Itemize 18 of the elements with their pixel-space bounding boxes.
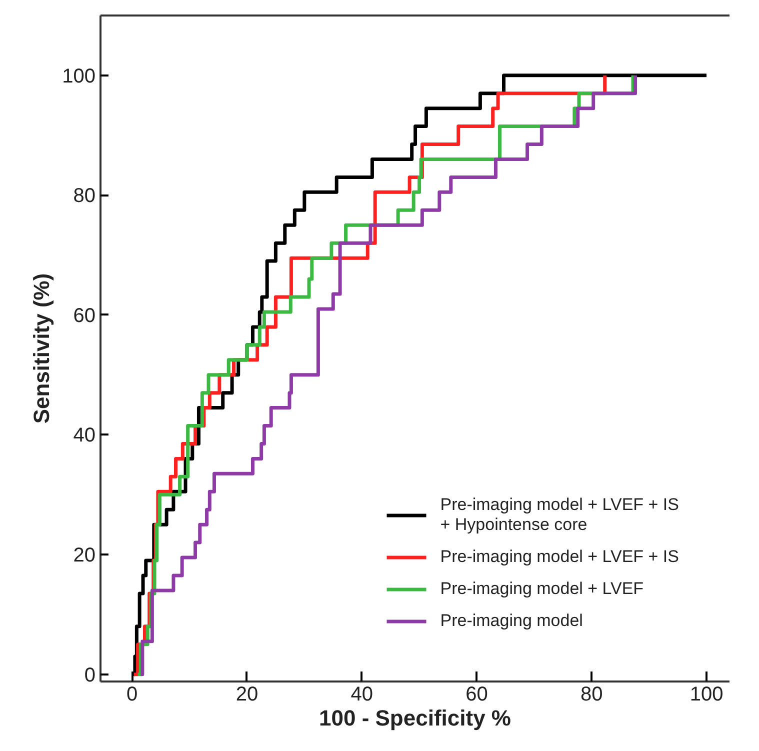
- y-tick-label: 0: [84, 664, 96, 686]
- x-tick-label: 0: [126, 684, 138, 706]
- x-tick-label: 60: [466, 684, 488, 706]
- x-axis-title: 100 - Specificity %: [319, 706, 511, 730]
- legend-label: Pre-imaging model + LVEF: [440, 579, 644, 599]
- x-tick-label: 40: [350, 684, 373, 706]
- legend-label: Pre-imaging model: [440, 611, 583, 631]
- legend-label: Pre-imaging model + LVEF + IS: [440, 547, 679, 567]
- legend-label: Pre-imaging model + LVEF + IS + Hypointense core: [440, 495, 679, 535]
- y-tick-label: 60: [73, 304, 96, 327]
- x-tick-label: 80: [580, 684, 603, 706]
- y-tick-label: 20: [73, 544, 96, 567]
- y-tick-label: 80: [73, 185, 96, 208]
- y-axis-title: Sensitivity (%): [29, 273, 54, 424]
- x-tick-label: 20: [236, 684, 258, 706]
- y-tick-label: 40: [73, 424, 96, 447]
- y-tick-label: 100: [62, 65, 96, 88]
- x-tick-label: 100: [690, 684, 724, 706]
